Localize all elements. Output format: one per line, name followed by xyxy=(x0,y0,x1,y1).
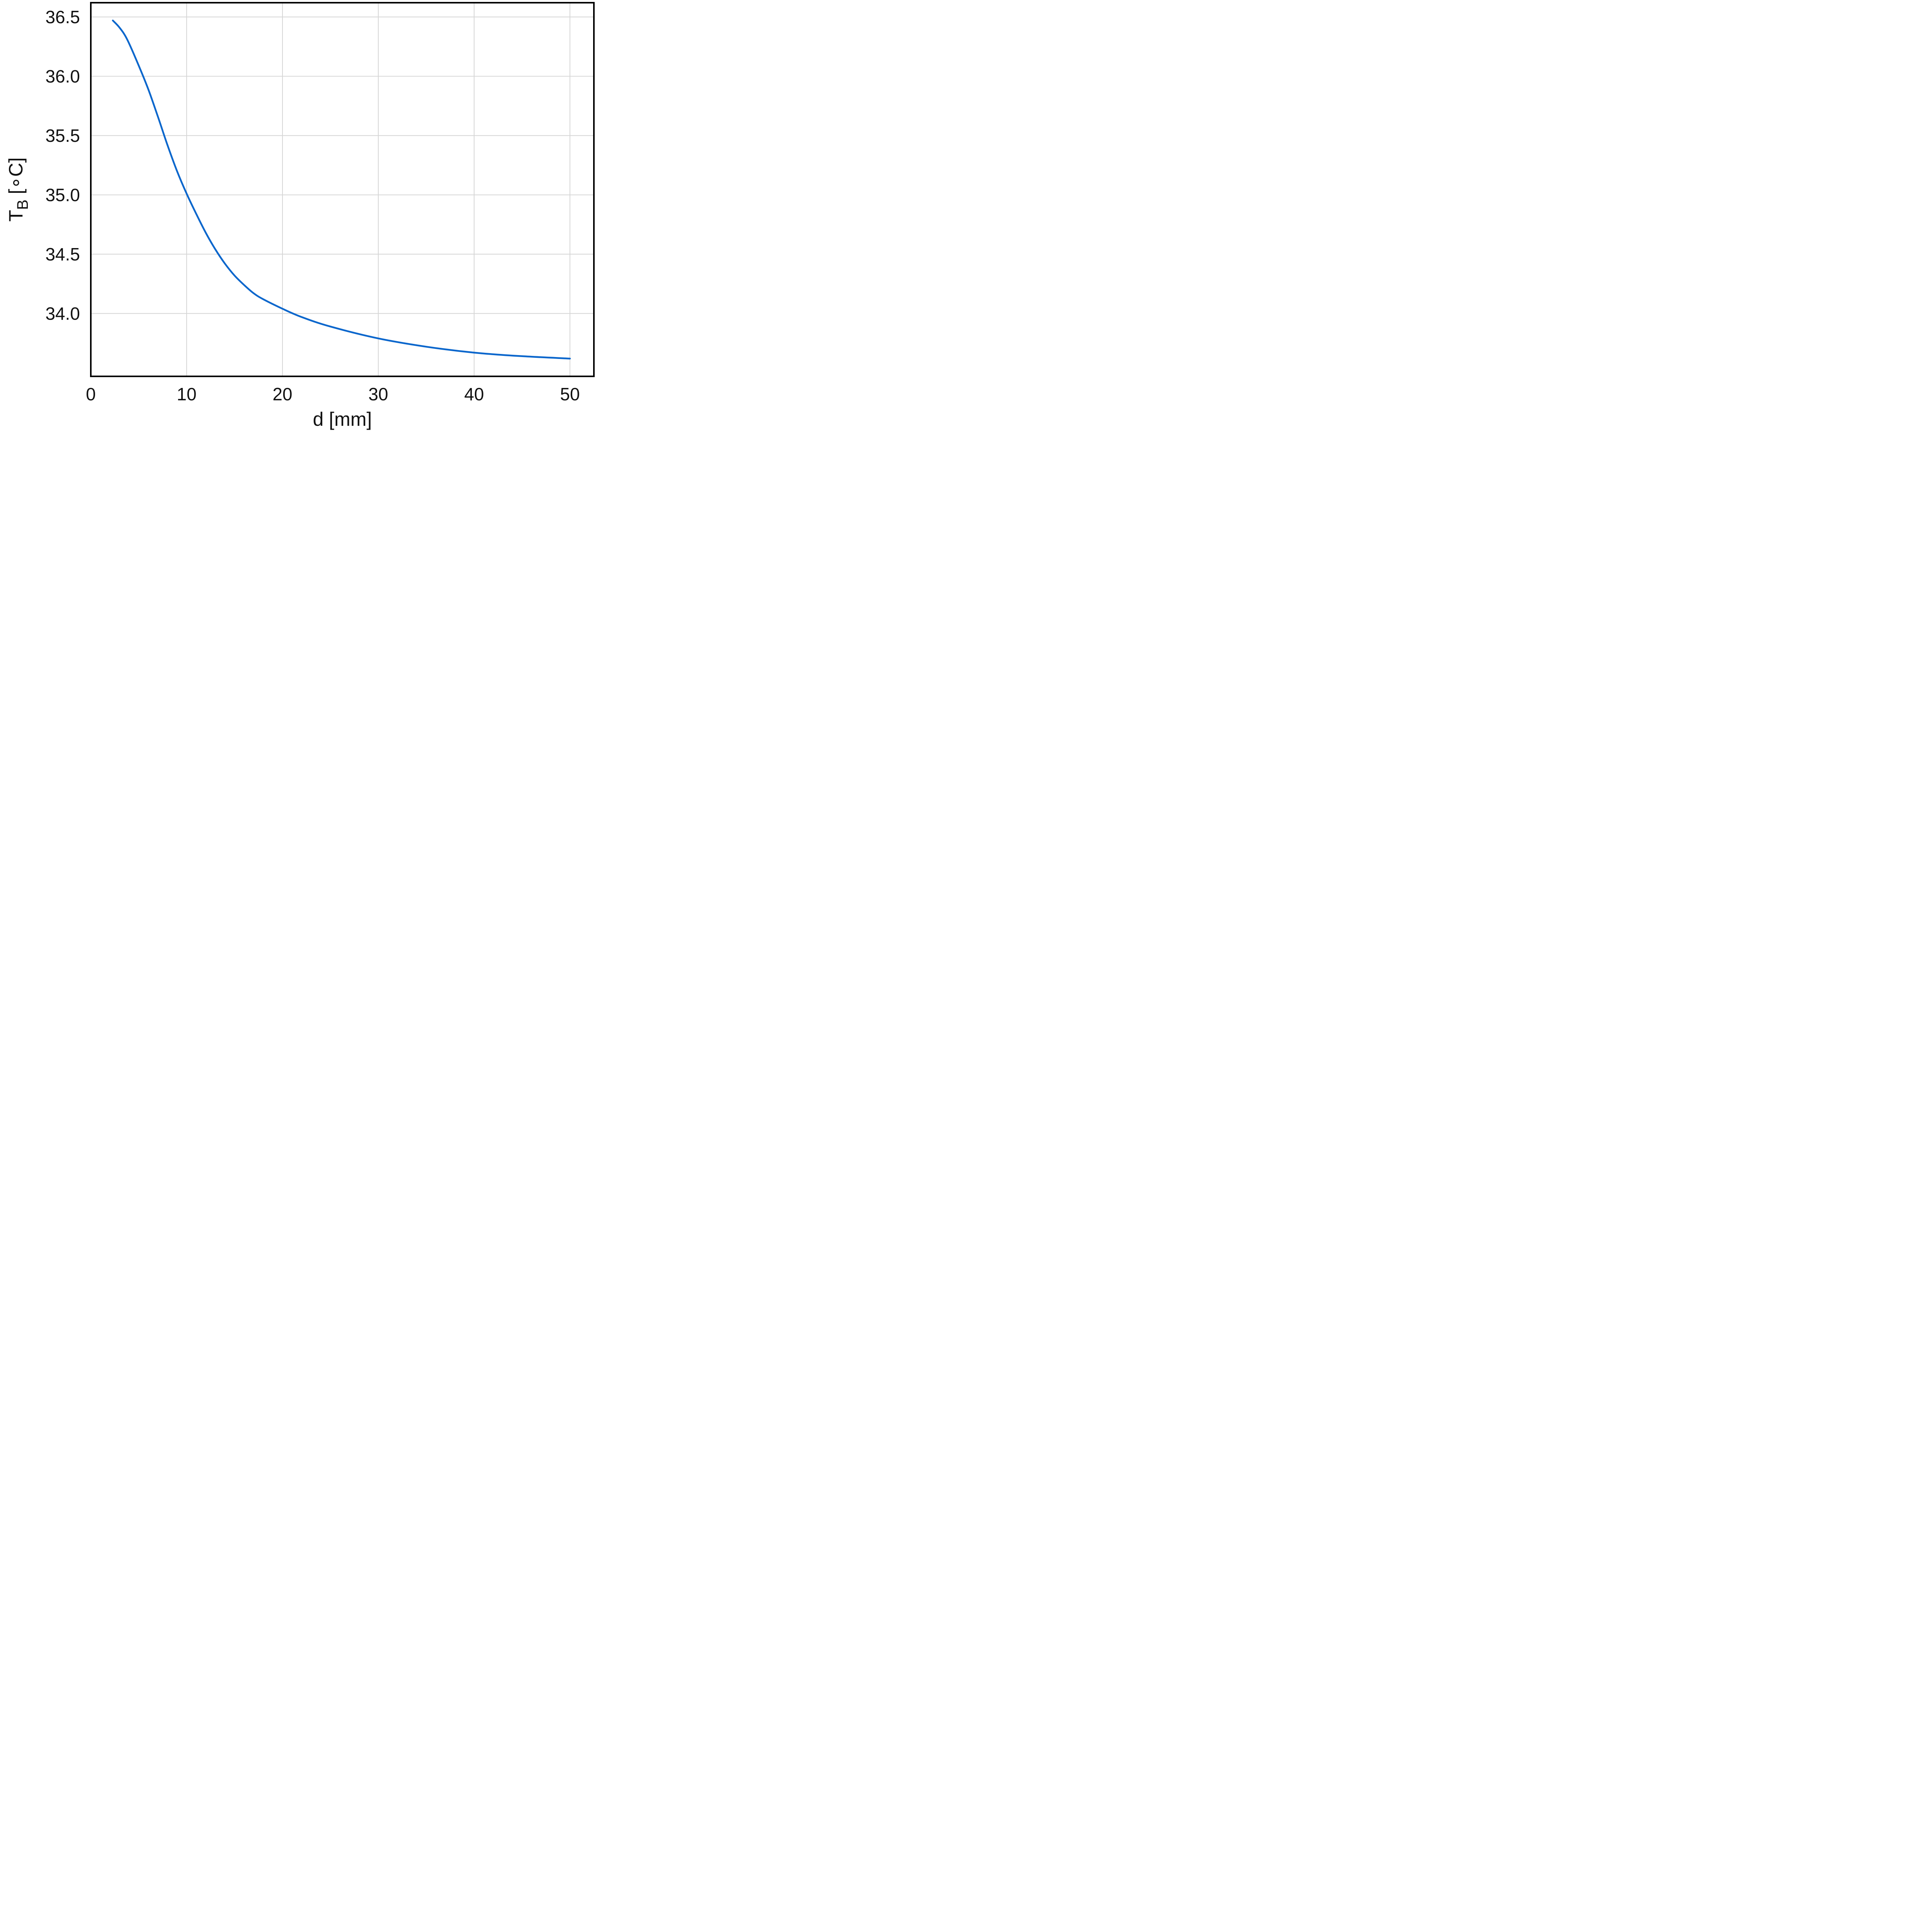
series-layer xyxy=(112,19,571,360)
y-axis-label-unit: [∘C] xyxy=(5,157,27,199)
y-axis-label-main: T xyxy=(5,210,27,222)
grid xyxy=(91,3,594,376)
x-tick-label: 20 xyxy=(272,384,292,404)
x-tick-label: 10 xyxy=(177,384,196,404)
plot-frame xyxy=(90,2,595,377)
series-line xyxy=(112,19,571,360)
y-tick-label: 35.0 xyxy=(45,185,80,205)
y-tick-label: 36.5 xyxy=(45,7,80,27)
svg-text:TB [∘C]: TB [∘C] xyxy=(5,157,31,221)
x-tick-label: 40 xyxy=(464,384,484,404)
y-tick-label: 36.0 xyxy=(45,66,80,86)
y-tick-label: 34.0 xyxy=(45,303,80,323)
y-axis-label: TB [∘C] xyxy=(5,157,31,221)
x-tick-label: 0 xyxy=(86,384,96,404)
x-axis-label: d [mm] xyxy=(313,408,372,430)
x-tick-labels: 0 10 20 30 40 50 xyxy=(86,384,580,404)
x-tick-label: 50 xyxy=(560,384,580,404)
y-tick-label: 34.5 xyxy=(45,244,80,264)
y-axis-label-subscript: B xyxy=(14,199,31,210)
y-tick-labels: 34.0 34.5 35.0 35.5 36.0 36.5 xyxy=(45,7,80,323)
line-chart-svg: 0 10 20 30 40 50 34.0 34.5 35.0 35.5 36.0 36.5 d [… xyxy=(5,2,595,430)
x-tick-label: 30 xyxy=(368,384,388,404)
chart: 0 10 20 30 40 50 34.0 34.5 35.0 35.5 36.0 36.5 d [… xyxy=(0,0,597,433)
y-tick-label: 35.5 xyxy=(45,126,80,146)
